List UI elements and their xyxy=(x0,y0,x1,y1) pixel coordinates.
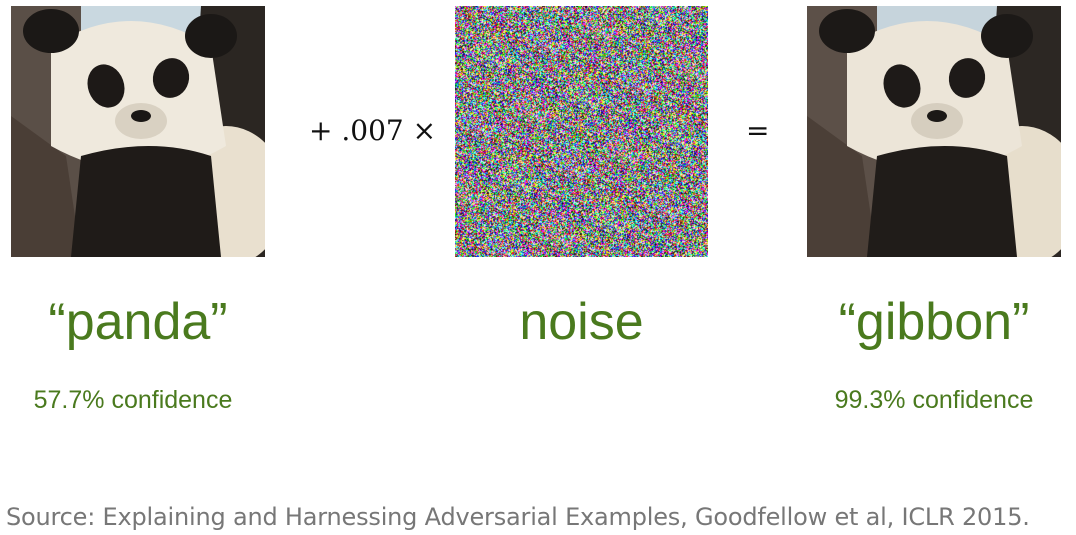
panda-image xyxy=(11,6,265,257)
label-panda: “panda” xyxy=(48,293,228,351)
label-noise: noise xyxy=(519,293,644,351)
gibbon-confidence: 99.3% confidence xyxy=(834,386,1034,414)
label-gibbon: “gibbon” xyxy=(838,293,1030,351)
source-citation: Source: Explaining and Harnessing Advers… xyxy=(6,503,1030,531)
gibbon-classified-panda-image xyxy=(807,6,1061,257)
plus-times-operator: + .007 × xyxy=(309,114,437,147)
noise-image xyxy=(455,6,708,257)
equals-operator: = xyxy=(746,114,770,147)
panda-confidence: 57.7% confidence xyxy=(33,386,233,414)
